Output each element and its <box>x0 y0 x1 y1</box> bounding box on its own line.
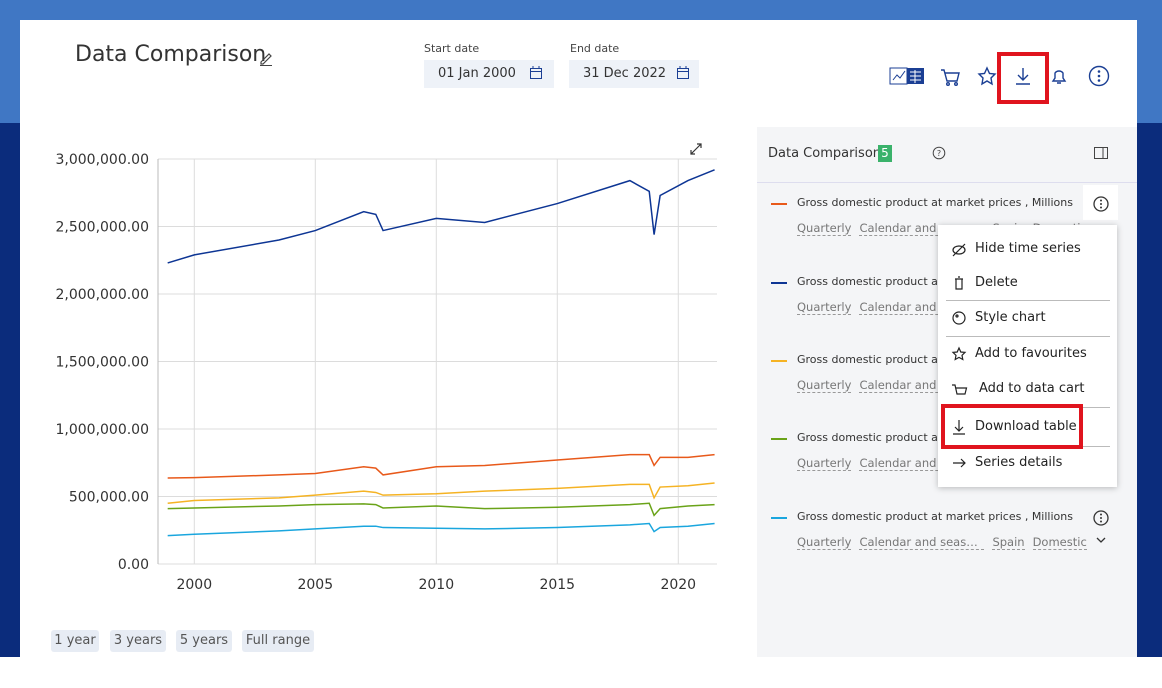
edit-icon[interactable] <box>258 50 274 66</box>
download-icon[interactable] <box>1016 68 1030 85</box>
y-tick-label: 3,000,000.00 <box>55 152 149 168</box>
legend-swatch <box>771 438 787 440</box>
menu-item[interactable]: Download table <box>975 419 1077 434</box>
legend-swatch <box>771 517 787 519</box>
y-tick-label: 500,000.00 <box>69 490 149 506</box>
context-menu: Hide time series Delete Style chart Add to … <box>938 225 1117 487</box>
menu-item[interactable]: Series details <box>975 455 1063 470</box>
tag[interactable]: Quarterly <box>797 221 852 236</box>
cart-icon[interactable] <box>941 69 960 87</box>
chart-area <box>20 127 757 657</box>
help-icon[interactable]: ? <box>932 146 946 160</box>
calendar-icon[interactable] <box>529 66 543 80</box>
menu-item[interactable]: Style chart <box>975 310 1046 325</box>
tag[interactable]: Domestic <box>1032 535 1087 550</box>
y-tick-label: 1,000,000.00 <box>55 422 149 438</box>
series-line <box>167 502 715 517</box>
more-icon[interactable] <box>1088 65 1110 87</box>
series-tags: Quarterly Calendar and season... Spain Dome… <box>797 535 1087 553</box>
x-tick-label: 2010 <box>418 577 454 593</box>
y-tick-label: 1,500,000.00 <box>55 355 149 371</box>
expand-icon[interactable] <box>690 143 702 155</box>
start-date[interactable]: 01 Jan 2000 <box>424 60 554 88</box>
view-toggle[interactable] <box>889 67 924 85</box>
tag[interactable]: Quarterly <box>797 535 852 550</box>
series-name: Gross domestic product at market prices … <box>797 510 1073 523</box>
end-label: End date <box>570 42 620 55</box>
x-tick-label: 2005 <box>297 577 333 593</box>
x-tick-label: 2000 <box>176 577 212 593</box>
y-tick-label: 2,000,000.00 <box>55 287 149 303</box>
highlight-box <box>997 52 1049 104</box>
more-button[interactable] <box>1083 185 1118 220</box>
y-tick-label: 2,500,000.00 <box>55 220 149 236</box>
menu-icons <box>941 243 1083 468</box>
legend-swatch <box>771 203 787 205</box>
chart: 0.00 500,000.00 1,000,000.00 1,500,000.00 2,… <box>55 143 717 593</box>
start-label: Start date <box>424 42 480 55</box>
tag[interactable]: Quarterly <box>797 300 852 315</box>
x-tick-label: 2020 <box>660 577 696 593</box>
series-line <box>167 482 715 504</box>
range-button[interactable]: 5 years <box>176 630 232 652</box>
more-icon[interactable] <box>1092 509 1110 549</box>
tag[interactable]: Spain <box>992 535 1025 550</box>
separator <box>946 336 1110 337</box>
svg-text:?: ? <box>937 149 941 158</box>
calendar-icon[interactable] <box>676 66 690 80</box>
tag[interactable]: Calendar and seasonally adjusted data <box>859 456 985 471</box>
series-line <box>167 453 715 479</box>
tag[interactable]: Calendar and seasonally adjusted data <box>859 221 985 236</box>
menu-item[interactable]: Add to data cart <box>979 381 1085 396</box>
panel-toggle[interactable] <box>1094 147 1108 160</box>
range-button[interactable]: Full range <box>242 630 314 652</box>
series-count: 5 <box>878 145 892 162</box>
divider <box>757 182 1137 183</box>
alert-icon[interactable] <box>1051 70 1067 84</box>
range-button[interactable]: 1 year <box>51 630 99 652</box>
tag[interactable]: Quarterly <box>797 378 852 393</box>
tag[interactable]: Quarterly <box>797 456 852 471</box>
range-button[interactable]: 3 years <box>110 630 166 652</box>
panel-title: Data Comparison <box>768 146 882 161</box>
y-tick-label: 0.00 <box>118 557 149 573</box>
series-line <box>167 522 715 537</box>
more-icon[interactable] <box>1092 195 1110 213</box>
menu-item[interactable]: Add to favourites <box>975 346 1087 361</box>
highlight-box <box>941 404 1083 449</box>
legend-swatch <box>771 360 787 362</box>
toolbar <box>889 52 1110 104</box>
page-title: Data Comparison <box>75 42 267 67</box>
tag[interactable]: Calendar and season... <box>859 535 985 550</box>
menu-item[interactable]: Delete <box>975 275 1018 290</box>
separator <box>946 300 1110 301</box>
favourite-icon[interactable] <box>977 66 997 86</box>
legend-swatch <box>771 282 787 284</box>
tag[interactable]: Calendar and seasonally adjusted data <box>859 300 985 315</box>
x-tick-label: 2015 <box>539 577 575 593</box>
tag[interactable]: Calendar and seasonally adjusted data <box>859 378 985 393</box>
series-line <box>167 169 715 264</box>
menu-item[interactable]: Hide time series <box>975 241 1081 256</box>
series-name: Gross domestic product at market prices … <box>797 196 1073 209</box>
